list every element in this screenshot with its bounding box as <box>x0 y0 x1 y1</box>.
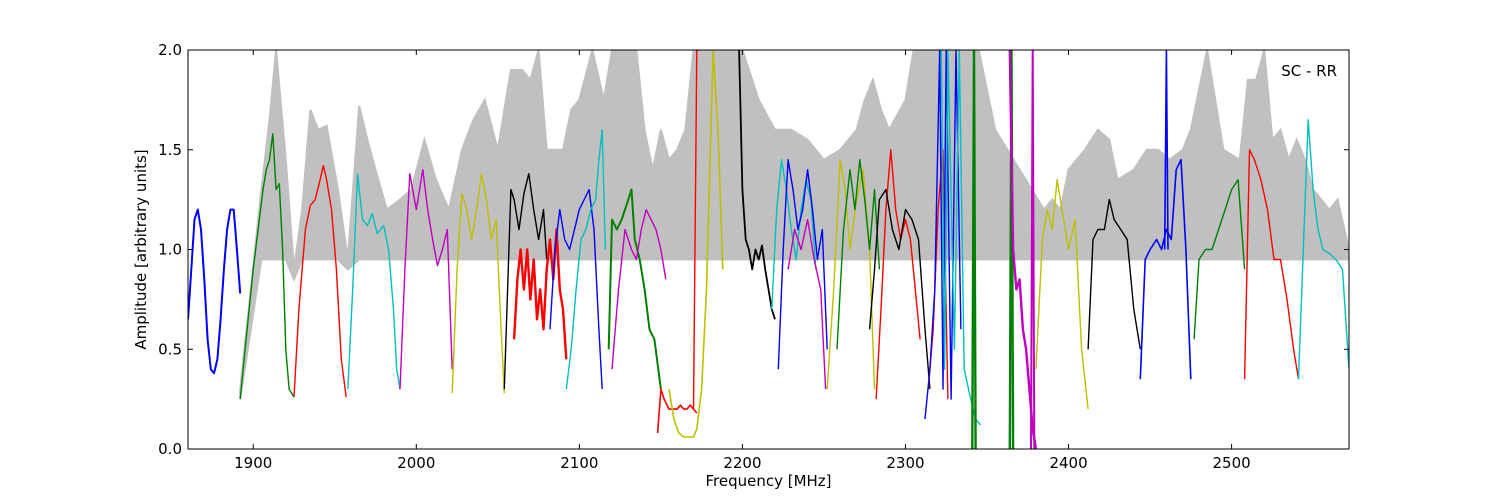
y-tick-label: 1.0 <box>158 241 182 259</box>
series-line-1 <box>239 133 295 400</box>
series-line-16 <box>771 158 817 310</box>
series-line-27 <box>1008 50 1015 449</box>
series-line-26 <box>971 50 977 449</box>
series-line-2 <box>293 164 347 398</box>
series-line-24 <box>924 50 962 420</box>
series-line-30 <box>1035 178 1089 410</box>
series-line-32 <box>1139 158 1192 380</box>
x-tick-label: 2400 <box>1049 454 1087 472</box>
series-line-7 <box>512 228 568 360</box>
series-line-0 <box>188 208 242 375</box>
series-line-6 <box>503 172 548 390</box>
y-tick-label: 2.0 <box>158 41 182 59</box>
y-tick-label: 1.5 <box>158 141 182 159</box>
series-line-12 <box>656 388 698 434</box>
series-line-29 <box>1030 50 1036 449</box>
y-tick-label: 0.5 <box>158 340 182 358</box>
series-line-22 <box>868 188 931 390</box>
x-tick-label: 2200 <box>723 454 761 472</box>
series-line-14 <box>692 50 700 410</box>
x-tick-label: 2100 <box>560 454 598 472</box>
x-tick-label: 1900 <box>234 454 272 472</box>
series-line-13 <box>668 50 724 438</box>
series-line-11 <box>611 208 667 370</box>
x-axis-label: Frequency [MHz] <box>705 472 831 490</box>
x-tick-label: 2500 <box>1213 454 1251 472</box>
series-line-36 <box>1297 119 1349 380</box>
series-line-15 <box>738 50 776 320</box>
series-line-34 <box>1193 178 1246 340</box>
y-tick-label: 0.0 <box>158 440 182 458</box>
y-axis-label: Amplitude [arbitrary units] <box>132 149 150 349</box>
series-line-4 <box>399 168 453 390</box>
series-line-18 <box>787 218 827 390</box>
series-line-25 <box>940 50 982 426</box>
series-line-20 <box>836 158 881 350</box>
series-line-10 <box>607 188 662 390</box>
x-tick-label: 2300 <box>886 454 924 472</box>
series-line-8 <box>549 188 603 390</box>
series-line-17 <box>777 158 828 370</box>
series-layer <box>188 50 1349 449</box>
chart-annotation: SC - RR <box>1281 62 1337 80</box>
series-line-5 <box>451 172 505 394</box>
series-line-33 <box>1163 50 1169 250</box>
ticks-layer: 1900 2000 2100 2200 2300 2400 2500 0.0 0.5 1.0 1.5… <box>158 41 1349 472</box>
series-line-21 <box>875 149 921 400</box>
series-line-31 <box>1087 198 1141 350</box>
x-tick-label: 2000 <box>397 454 435 472</box>
series-line-35 <box>1243 149 1300 380</box>
series-line-3 <box>347 172 401 390</box>
series-line-9 <box>565 129 607 390</box>
